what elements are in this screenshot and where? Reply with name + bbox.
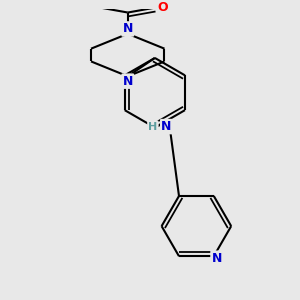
Text: N: N <box>161 120 172 133</box>
Text: N: N <box>123 75 133 88</box>
Text: H: H <box>148 122 158 132</box>
Text: N: N <box>123 22 133 35</box>
Text: O: O <box>157 1 168 14</box>
Text: N: N <box>212 252 222 265</box>
